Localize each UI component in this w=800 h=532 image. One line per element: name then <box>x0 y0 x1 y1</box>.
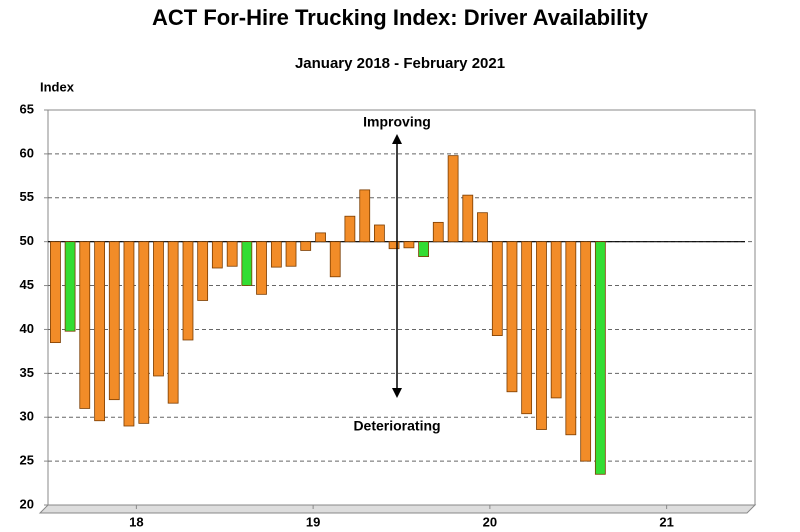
bar <box>123 241 135 427</box>
bar <box>565 241 577 436</box>
y-tick-label: 25 <box>20 453 34 468</box>
bars <box>50 155 606 475</box>
bar <box>359 189 371 243</box>
x-tick-label: 21 <box>659 514 673 529</box>
bar <box>94 241 105 422</box>
bar <box>329 241 341 278</box>
bar <box>153 241 164 377</box>
bar <box>315 232 326 243</box>
bar <box>241 241 253 286</box>
bar <box>226 241 238 267</box>
annotation: Improving <box>363 114 431 130</box>
y-tick-label: 50 <box>20 233 34 248</box>
bar <box>167 241 179 404</box>
bar <box>447 155 459 243</box>
bar <box>521 241 533 415</box>
y-tick-label: 35 <box>20 365 34 380</box>
bar <box>388 241 400 250</box>
bar <box>594 241 606 475</box>
bar <box>536 241 547 430</box>
bar <box>344 215 356 243</box>
bar <box>506 241 518 393</box>
bar <box>550 241 562 399</box>
bar <box>580 241 592 462</box>
bar <box>64 241 76 332</box>
x-tick-label: 19 <box>306 514 320 529</box>
y-tick-label: 65 <box>20 101 34 116</box>
y-tick-label: 30 <box>20 409 34 424</box>
bar <box>50 241 61 344</box>
bar <box>374 224 385 243</box>
bar <box>197 241 209 301</box>
bar <box>403 241 415 249</box>
y-tick-label: 45 <box>20 277 34 292</box>
bar <box>256 241 267 295</box>
y-tick-label: 55 <box>20 189 34 204</box>
plot-floor <box>38 504 757 514</box>
bar <box>300 241 312 251</box>
annotation: Deteriorating <box>353 418 440 434</box>
y-tick-label: 20 <box>20 496 34 511</box>
bar <box>462 194 474 243</box>
bar <box>270 241 282 268</box>
y-tick-label: 40 <box>20 321 34 336</box>
arrow-head-down <box>392 388 402 398</box>
arrow-head-up <box>392 134 402 144</box>
y-tick-label: 60 <box>20 145 34 160</box>
bar <box>138 241 150 424</box>
bar <box>108 241 120 401</box>
chart-subtitle: January 2018 - February 2021 <box>295 55 505 72</box>
bar <box>211 241 223 269</box>
chart-title: ACT For-Hire Trucking Index: Driver Avai… <box>152 5 649 30</box>
bar <box>285 241 297 267</box>
grid <box>44 109 755 509</box>
x-tick-label: 18 <box>129 514 143 529</box>
bar <box>418 241 429 257</box>
bar <box>182 241 194 341</box>
bar <box>491 241 503 336</box>
x-tick-label: 20 <box>483 514 497 529</box>
bar <box>432 221 444 243</box>
bar <box>79 241 91 409</box>
bar <box>477 212 488 243</box>
y-axis-label: Index <box>40 79 75 94</box>
